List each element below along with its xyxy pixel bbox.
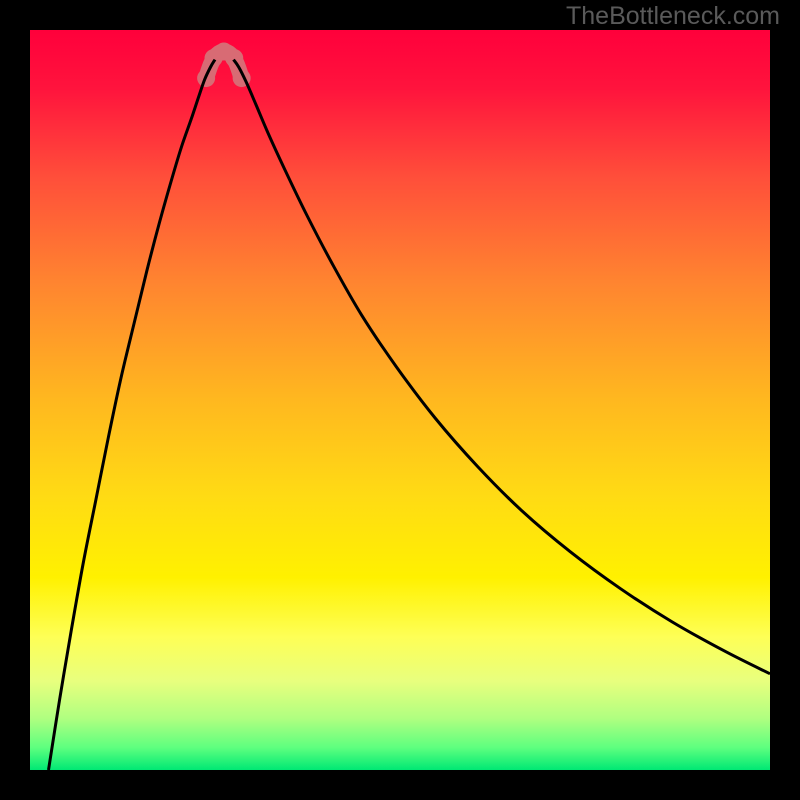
watermark-text: TheBottleneck.com [566, 2, 780, 31]
bottleneck-curve-left [49, 60, 216, 770]
chart-svg [30, 30, 770, 770]
bottleneck-curve-right [234, 60, 771, 674]
chart-frame [30, 30, 770, 770]
